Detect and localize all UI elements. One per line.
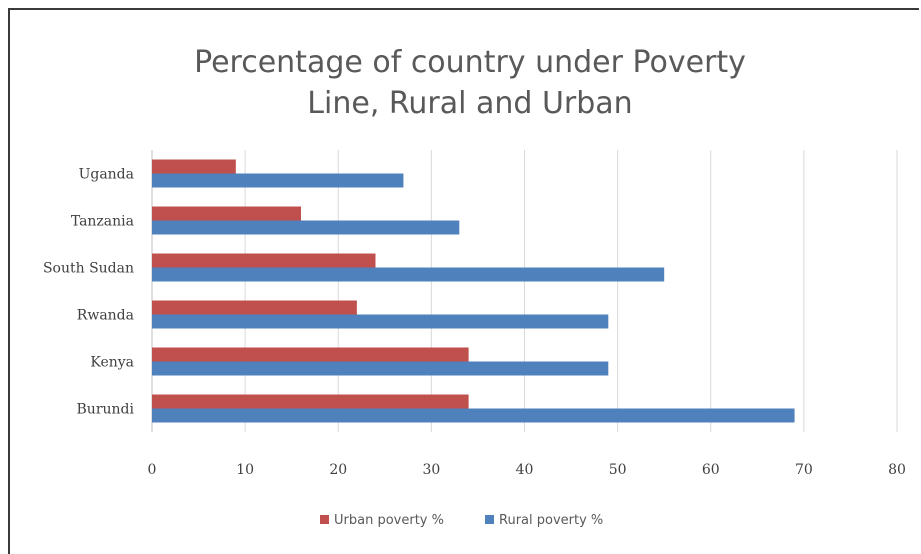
x-tick-20: 20 xyxy=(329,462,347,478)
bar-tanzania-rural xyxy=(152,220,460,235)
bar-rwanda-urban xyxy=(152,300,357,315)
bars xyxy=(152,159,795,423)
bar-south-sudan-urban xyxy=(152,253,376,268)
bar-uganda-rural xyxy=(152,173,404,188)
category-labels: Uganda Tanzania South Sudan Rwanda Kenya Buru… xyxy=(43,167,135,418)
bar-kenya-rural xyxy=(152,361,609,376)
x-tick-50: 50 xyxy=(609,462,627,478)
bar-rwanda-rural xyxy=(152,314,609,329)
chart-title-line-2: Line, Rural and Urban xyxy=(307,86,632,121)
category-label: Kenya xyxy=(90,355,134,371)
x-tick-70: 70 xyxy=(795,462,813,478)
x-tick-60: 60 xyxy=(702,462,720,478)
chart-title-line-1: Percentage of country under Poverty xyxy=(194,45,746,80)
legend-swatch-rural xyxy=(485,515,494,524)
bar-burundi-urban xyxy=(152,394,469,409)
bar-tanzania-urban xyxy=(152,206,301,221)
legend: Urban poverty % Rural poverty % xyxy=(320,513,603,528)
x-tick-40: 40 xyxy=(516,462,534,478)
bar-south-sudan-rural xyxy=(152,267,665,282)
category-label: Burundi xyxy=(77,402,135,418)
bar-kenya-urban xyxy=(152,347,469,362)
x-tick-10: 10 xyxy=(236,462,254,478)
category-label: Rwanda xyxy=(77,308,134,324)
category-label: South Sudan xyxy=(43,261,134,277)
category-label: Tanzania xyxy=(71,214,134,230)
x-tick-labels: 0 10 20 30 40 50 60 70 80 xyxy=(148,462,906,478)
chart-frame xyxy=(8,8,919,554)
bar-burundi-rural xyxy=(152,408,795,423)
x-tick-80: 80 xyxy=(888,462,906,478)
category-label: Uganda xyxy=(79,167,134,183)
bar-uganda-urban xyxy=(152,159,236,174)
x-tick-30: 30 xyxy=(422,462,440,478)
legend-swatch-urban xyxy=(320,515,329,524)
gridlines xyxy=(151,150,898,432)
legend-label-rural: Rural poverty % xyxy=(499,513,603,528)
legend-label-urban: Urban poverty % xyxy=(334,513,444,528)
x-tick-0: 0 xyxy=(148,462,157,478)
